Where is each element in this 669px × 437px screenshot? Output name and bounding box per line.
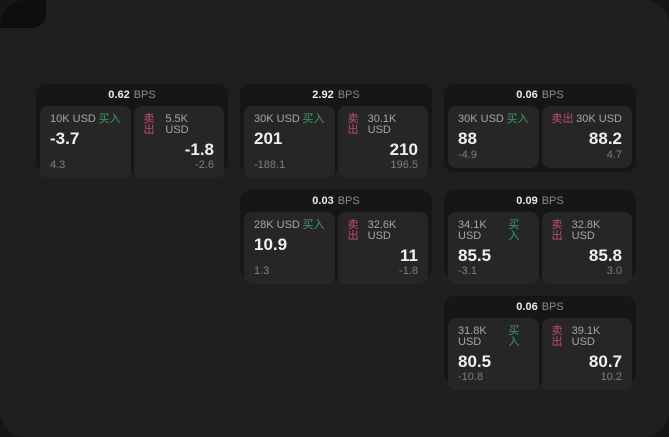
- bps-header: 2.92 BPS: [240, 84, 432, 106]
- sell-amount: 32.6K USD: [367, 219, 397, 242]
- buy-price: 80.5: [458, 352, 492, 371]
- quote-panels: 28K USD 买入 10.9 1.3 卖出 32.6K USD 11 -1.8: [240, 212, 432, 288]
- sell-change: 196.5: [390, 158, 418, 171]
- bps-header: 0.03 BPS: [240, 190, 432, 212]
- sell-panel[interactable]: 卖出 5.5K USD -1.8 -2.6: [133, 106, 224, 178]
- sell-price: -1.8: [184, 140, 214, 159]
- buy-label: 买入: [302, 219, 325, 231]
- sell-change: 3.0: [606, 264, 622, 277]
- bps-value: 0.06: [516, 300, 538, 313]
- sell-label: 卖出: [551, 325, 563, 348]
- bps-unit-label: BPS: [541, 300, 564, 313]
- bps-unit-label: BPS: [133, 88, 156, 101]
- buy-price: 85.5: [458, 246, 492, 265]
- quote-panels: 30K USD 买入 201 -188.1 卖出 30.1K USD 210 1…: [240, 106, 432, 182]
- buy-price: 10.9: [254, 235, 288, 254]
- buy-panel[interactable]: 28K USD 买入 10.9 1.3: [244, 212, 335, 284]
- buy-change: -10.8: [458, 370, 484, 383]
- quote-card: 0.09 BPS 34.1K USD 买入 85.5 -3.1 卖出 32.8K…: [444, 190, 636, 284]
- sell-label: 卖出: [347, 113, 359, 136]
- quote-card: 0.06 BPS 30K USD 买入 88 -4.9 卖出 30K USD: [444, 84, 636, 172]
- sell-label: 卖出: [551, 219, 563, 242]
- sell-change: 10.2: [600, 370, 622, 383]
- bps-header: 0.06 BPS: [444, 296, 636, 318]
- bps-value: 0.09: [516, 194, 538, 207]
- bps-value: 0.06: [516, 88, 538, 101]
- quote-panels: 34.1K USD 买入 85.5 -3.1 卖出 32.8K USD 85.8…: [444, 212, 636, 288]
- bps-header: 0.09 BPS: [444, 190, 636, 212]
- buy-panel[interactable]: 30K USD 买入 88 -4.9: [448, 106, 539, 168]
- bps-header: 0.62 BPS: [36, 84, 228, 106]
- quote-panels: 10K USD 买入 -3.7 4.3 卖出 5.5K USD -1.8 -2.…: [36, 106, 228, 182]
- bps-header: 0.06 BPS: [444, 84, 636, 106]
- buy-change: -4.9: [458, 149, 477, 161]
- quote-panels: 30K USD 买入 88 -4.9 卖出 30K USD 88.2 4.7: [444, 106, 636, 172]
- buy-label: 买入: [302, 113, 325, 125]
- buy-label: 买入: [508, 219, 520, 242]
- buy-panel[interactable]: 30K USD 买入 201 -188.1: [244, 106, 335, 178]
- buy-amount: 10K USD: [50, 113, 96, 125]
- buy-label: 买入: [98, 113, 121, 125]
- sell-change: -1.8: [399, 264, 418, 277]
- sell-amount: 32.8K USD: [571, 219, 601, 242]
- buy-price: -3.7: [50, 129, 80, 148]
- sell-label: 卖出: [551, 113, 574, 125]
- quote-card: 0.03 BPS 28K USD 买入 10.9 1.3 卖出 32.6K US…: [240, 190, 432, 284]
- sell-amount: 30.1K USD: [367, 113, 397, 136]
- sell-amount: 30K USD: [576, 113, 622, 125]
- sell-panel[interactable]: 卖出 32.8K USD 85.8 3.0: [541, 212, 632, 284]
- buy-label: 买入: [508, 325, 520, 348]
- sell-panel[interactable]: 卖出 30K USD 88.2 4.7: [541, 106, 632, 168]
- buy-change: -3.1: [458, 264, 477, 277]
- bps-unit-label: BPS: [337, 194, 360, 207]
- buy-change: -188.1: [254, 158, 286, 171]
- sell-panel[interactable]: 卖出 32.6K USD 11 -1.8: [337, 212, 428, 284]
- quote-panels: 31.8K USD 买入 80.5 -10.8 卖出 39.1K USD 80.…: [444, 318, 636, 394]
- sell-price: 85.8: [588, 246, 622, 265]
- sell-price: 88.2: [588, 129, 622, 148]
- bps-value: 0.03: [312, 194, 334, 207]
- buy-label: 买入: [506, 113, 529, 125]
- bps-unit-label: BPS: [541, 88, 564, 101]
- buy-amount: 30K USD: [458, 113, 504, 125]
- bps-unit-label: BPS: [337, 88, 360, 101]
- buy-amount: 30K USD: [254, 113, 300, 125]
- bps-value: 2.92: [312, 88, 334, 101]
- buy-price: 201: [254, 129, 283, 148]
- sell-price: 210: [389, 140, 418, 159]
- bps-unit-label: BPS: [541, 194, 564, 207]
- buy-amount: 31.8K USD: [458, 325, 487, 348]
- sell-change: 4.7: [606, 149, 622, 161]
- buy-panel[interactable]: 34.1K USD 买入 85.5 -3.1: [448, 212, 539, 284]
- sell-price: 11: [400, 246, 418, 265]
- buy-change: 1.3: [254, 264, 270, 277]
- quote-card: 2.92 BPS 30K USD 买入 201 -188.1 卖出 30.1K …: [240, 84, 432, 178]
- buy-price: 88: [458, 129, 477, 148]
- sell-panel[interactable]: 卖出 30.1K USD 210 196.5: [337, 106, 428, 178]
- bps-value: 0.62: [108, 88, 130, 101]
- buy-panel[interactable]: 10K USD 买入 -3.7 4.3: [40, 106, 131, 178]
- sell-amount: 5.5K USD: [165, 113, 189, 136]
- sell-amount: 39.1K USD: [571, 325, 601, 348]
- buy-amount: 28K USD: [254, 219, 300, 231]
- sell-label: 卖出: [347, 219, 359, 242]
- quote-card: 0.06 BPS 31.8K USD 买入 80.5 -10.8 卖出 39.1…: [444, 296, 636, 390]
- corner-overlay: [0, 0, 46, 28]
- sell-label: 卖出: [143, 113, 155, 136]
- sell-price: 80.7: [588, 352, 622, 371]
- buy-change: 4.3: [50, 158, 66, 171]
- quote-card: 0.62 BPS 10K USD 买入 -3.7 4.3 卖出 5.5K USD: [36, 84, 228, 178]
- sell-panel[interactable]: 卖出 39.1K USD 80.7 10.2: [541, 318, 632, 390]
- sell-change: -2.6: [195, 158, 214, 171]
- buy-panel[interactable]: 31.8K USD 买入 80.5 -10.8: [448, 318, 539, 390]
- buy-amount: 34.1K USD: [458, 219, 487, 242]
